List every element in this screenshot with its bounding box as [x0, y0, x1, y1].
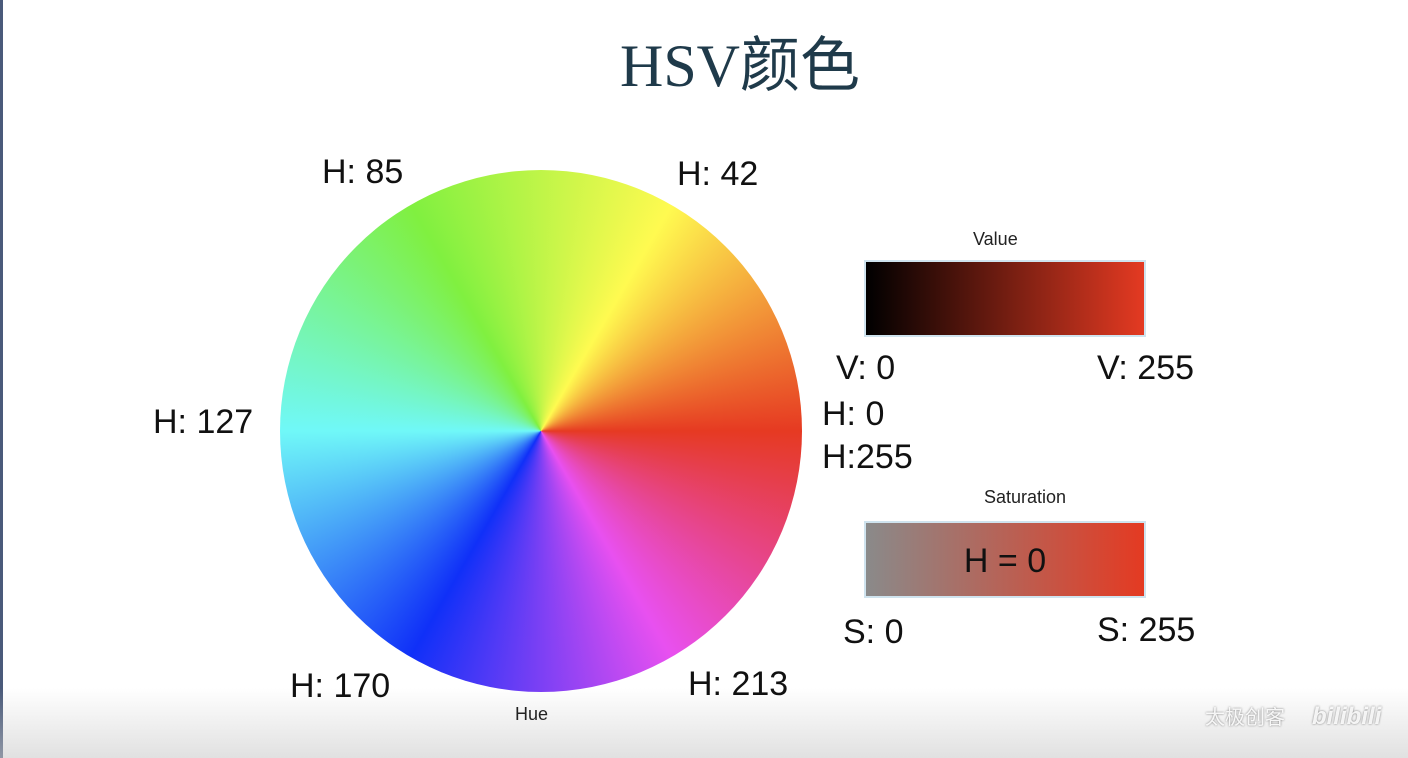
saturation-gradient — [864, 521, 1146, 598]
hue-label: H: 127 — [153, 403, 254, 441]
hue-label: H: 42 — [677, 155, 759, 193]
slide-title: HSV颜色 — [619, 33, 861, 99]
bottom-shade — [0, 688, 1408, 758]
hue-label: H: 0 — [822, 395, 885, 433]
hue-wheel — [280, 170, 802, 692]
value-gradient — [864, 260, 1146, 337]
watermark: 太极创客 — [1205, 707, 1285, 729]
hue-label: H:255 — [822, 438, 913, 476]
value-title: Value — [973, 229, 1018, 249]
saturation-max-label: S: 255 — [1097, 611, 1196, 649]
saturation-title: Saturation — [984, 487, 1067, 507]
hue-caption: Hue — [515, 704, 549, 724]
saturation-hue-label: H = 0 — [963, 542, 1047, 580]
logo: bilibili — [1312, 703, 1382, 730]
value-max-label: V: 255 — [1097, 349, 1195, 387]
value-min-label: V: 0 — [836, 349, 896, 387]
hue-label: H: 85 — [322, 153, 404, 191]
hue-label: H: 170 — [290, 667, 391, 705]
hue-label: H: 213 — [688, 665, 789, 703]
saturation-min-label: S: 0 — [843, 613, 904, 651]
